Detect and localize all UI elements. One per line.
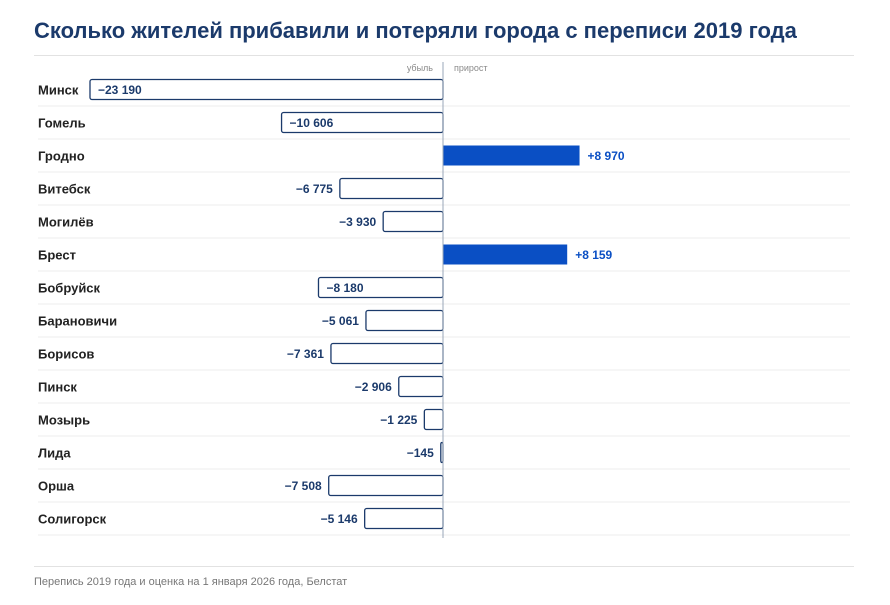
bar-loss xyxy=(398,375,444,398)
bar-loss xyxy=(423,408,444,431)
category-label: Борисов xyxy=(38,347,94,362)
value-label: −1 225 xyxy=(380,413,417,427)
category-label: Могилёв xyxy=(38,215,94,230)
value-label: −8 180 xyxy=(326,281,363,295)
bar-chart: убыль прирост Минск −23 190 Гомель −10 606 Г… xyxy=(38,62,850,538)
value-label: −7 508 xyxy=(285,479,322,493)
value-label: −5 061 xyxy=(322,314,359,328)
category-label: Барановичи xyxy=(38,314,117,329)
footer-divider xyxy=(34,566,854,567)
category-label: Пинск xyxy=(38,380,77,395)
value-label: −6 775 xyxy=(296,182,333,196)
bar-gain xyxy=(443,145,580,166)
category-label: Брест xyxy=(38,248,76,263)
category-label: Витебск xyxy=(38,182,91,197)
category-label: Бобруйск xyxy=(38,281,101,296)
value-label: −5 146 xyxy=(321,512,358,526)
value-label: +8 970 xyxy=(588,149,625,163)
value-label: +8 159 xyxy=(575,248,612,262)
page-title: Сколько жителей прибавили и потеряли гор… xyxy=(34,18,797,43)
bar-loss xyxy=(328,474,444,497)
category-label: Гродно xyxy=(38,149,85,164)
positive-header: прирост xyxy=(454,63,488,73)
value-label: −10 606 xyxy=(290,116,334,130)
value-label: −23 190 xyxy=(98,83,142,97)
negative-header: убыль xyxy=(407,63,433,73)
value-label: −3 930 xyxy=(339,215,376,229)
value-label: −2 906 xyxy=(355,380,392,394)
category-label: Мозырь xyxy=(38,413,90,428)
bar-loss xyxy=(382,210,444,233)
bar-loss xyxy=(365,309,444,332)
bar-loss xyxy=(339,177,444,200)
category-label: Орша xyxy=(38,479,75,494)
title-divider xyxy=(34,55,854,56)
value-label: −145 xyxy=(407,446,434,460)
source-note: Перепись 2019 года и оценка на 1 января … xyxy=(34,576,348,588)
category-label: Солигорск xyxy=(38,512,107,527)
bar-gain xyxy=(443,244,568,265)
category-label: Лида xyxy=(38,446,71,461)
bar-loss xyxy=(330,342,444,365)
value-label: −7 361 xyxy=(287,347,324,361)
category-label: Минск xyxy=(38,83,79,98)
bar-loss xyxy=(89,78,444,101)
bar-loss xyxy=(364,507,444,530)
category-label: Гомель xyxy=(38,116,86,131)
